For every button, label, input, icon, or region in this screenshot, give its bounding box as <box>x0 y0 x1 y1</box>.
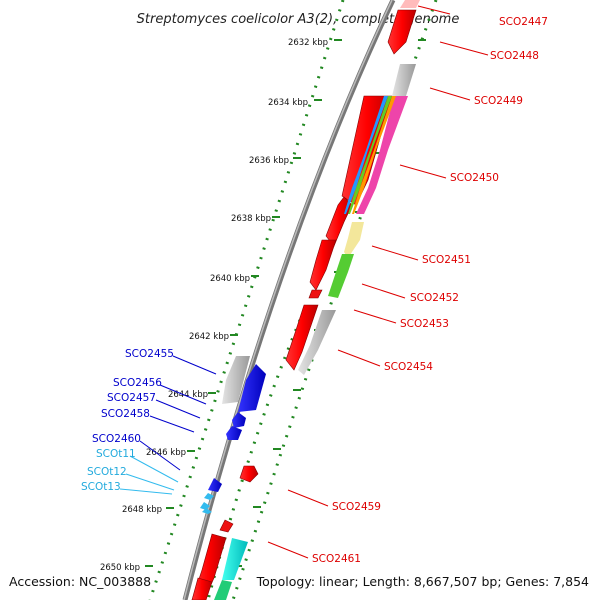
gene-label[interactable]: SCO2448 <box>490 50 539 62</box>
tick-label: 2632 kbp <box>288 38 328 48</box>
genome-title: Streptomyces coelicolor A3(2), complete … <box>137 12 460 27</box>
genome-backbone <box>182 0 396 600</box>
gene-label[interactable]: SCO2451 <box>422 254 471 266</box>
gene-label[interactable]: SCO2456 <box>113 377 162 389</box>
gene-sco2451[interactable] <box>309 239 337 291</box>
feature-band <box>298 64 416 375</box>
rna-scot11[interactable] <box>204 493 214 500</box>
gene-sco2455-grey[interactable] <box>222 356 250 404</box>
genome-backbone-highlight <box>183 0 393 600</box>
gene-label[interactable]: SCO2453 <box>400 318 449 330</box>
gene-label[interactable]: SCO2459 <box>332 501 381 513</box>
tick-label: 2636 kbp <box>249 156 289 166</box>
tick-label: 2640 kbp <box>210 274 250 284</box>
rna-scot13[interactable] <box>202 508 212 514</box>
rev-leaders <box>139 355 217 471</box>
kbp-ticks <box>145 39 342 567</box>
gene-sco2447[interactable] <box>400 0 420 8</box>
gene-label[interactable]: SCO2460 <box>92 433 141 445</box>
gene-label[interactable]: SCO2455 <box>125 348 174 360</box>
gene-label[interactable]: SCO2458 <box>101 408 150 420</box>
gene-label[interactable]: SCO2454 <box>384 361 433 373</box>
gene-sco2457[interactable] <box>232 412 246 428</box>
topology-text: Topology: linear; Length: 8,667,507 bp; … <box>256 574 589 589</box>
gene-sco2461[interactable] <box>219 519 234 533</box>
gene-sco2458[interactable] <box>226 426 242 440</box>
rna-label[interactable]: SCOt12 <box>87 466 127 478</box>
gene-label[interactable]: SCO2457 <box>107 392 156 404</box>
tick-label: 2646 kbp <box>146 448 186 458</box>
gene-sco2448[interactable] <box>387 9 417 55</box>
forward-genes <box>191 0 420 600</box>
gene-label[interactable]: SCO2447 <box>499 16 548 28</box>
rna-scot12[interactable] <box>200 502 210 510</box>
gene-label[interactable]: SCO2450 <box>450 172 499 184</box>
gene-bottom-red-2[interactable] <box>191 577 213 600</box>
gene-sco2452[interactable] <box>308 289 323 299</box>
gene-label[interactable]: SCO2461 <box>312 553 361 565</box>
accession-text: Accession: NC_003888 <box>9 574 151 589</box>
tick-label: 2644 kbp <box>168 390 208 400</box>
left-tick-ring <box>148 0 345 600</box>
bottom-genes <box>214 538 248 600</box>
tick-label: 2650 kbp <box>100 563 140 573</box>
gene-sco2453[interactable] <box>285 304 319 371</box>
reverse-genes <box>200 356 266 514</box>
tick-label: 2642 kbp <box>189 332 229 342</box>
rna-leaders <box>119 455 179 495</box>
fwd-leaders <box>267 5 489 559</box>
gene-sco2459[interactable] <box>239 465 259 483</box>
rna-label[interactable]: SCOt13 <box>81 481 121 493</box>
tick-label: 2648 kbp <box>122 505 162 515</box>
rna-label[interactable]: SCOt11 <box>96 448 136 460</box>
gene-sco2460[interactable] <box>208 478 222 492</box>
gene-label[interactable]: SCO2452 <box>410 292 459 304</box>
gene-sco2455[interactable] <box>238 364 266 412</box>
gene-label[interactable]: SCO2449 <box>474 95 523 107</box>
tick-label: 2638 kbp <box>231 214 271 224</box>
tick-label: 2634 kbp <box>268 98 308 108</box>
